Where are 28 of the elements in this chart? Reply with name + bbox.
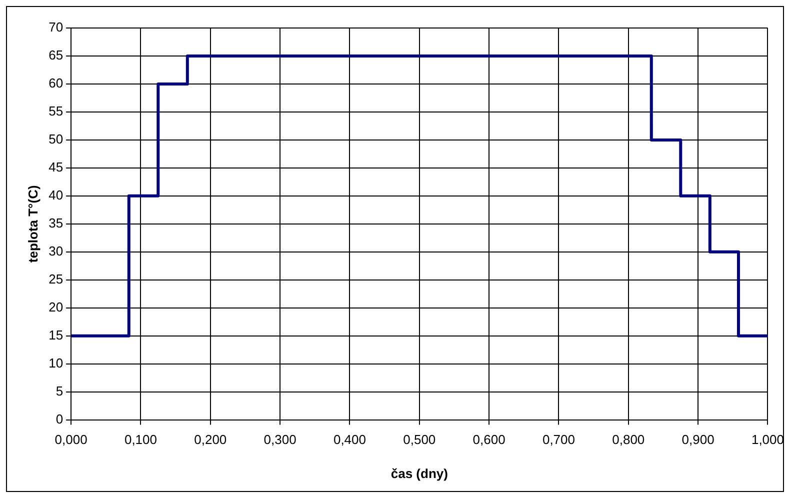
y-tick-label: 0 xyxy=(56,411,64,426)
x-axis-title: čas (dny) xyxy=(390,466,448,481)
x-tick-label: 0,100 xyxy=(124,432,157,448)
x-tick-label: 0,400 xyxy=(333,432,366,448)
y-tick-label: 10 xyxy=(48,355,64,370)
y-tick-label: 60 xyxy=(48,76,64,91)
y-tick-label: 20 xyxy=(48,299,64,314)
y-tick-label: 35 xyxy=(48,215,64,230)
x-tick-label: 0,500 xyxy=(403,432,436,448)
x-tick-label: 0,300 xyxy=(264,432,296,448)
y-tick-label: 25 xyxy=(48,271,64,286)
y-tick-label: 15 xyxy=(48,327,64,342)
x-tick-label: 0,900 xyxy=(682,432,714,448)
y-tick-label: 40 xyxy=(48,187,64,202)
y-tick-label: 50 xyxy=(48,132,64,147)
x-tick-label: 1,000 xyxy=(751,432,784,448)
x-tick-label: 0,800 xyxy=(612,432,645,448)
y-tick-label: 45 xyxy=(48,160,64,175)
y-tick-label: 30 xyxy=(48,243,64,258)
y-tick-label: 5 xyxy=(56,383,64,398)
y-tick-label: 70 xyxy=(48,20,64,35)
y-tick-label: 55 xyxy=(48,104,64,119)
y-tick-label: 65 xyxy=(48,48,64,63)
x-tick-label: 0,700 xyxy=(542,432,576,448)
y-axis-title: teplota T°(C) xyxy=(25,185,40,263)
x-tick-label: 0,600 xyxy=(472,432,506,448)
x-tick-label: 0,200 xyxy=(194,432,227,448)
x-tick-label: 0,000 xyxy=(54,432,88,448)
